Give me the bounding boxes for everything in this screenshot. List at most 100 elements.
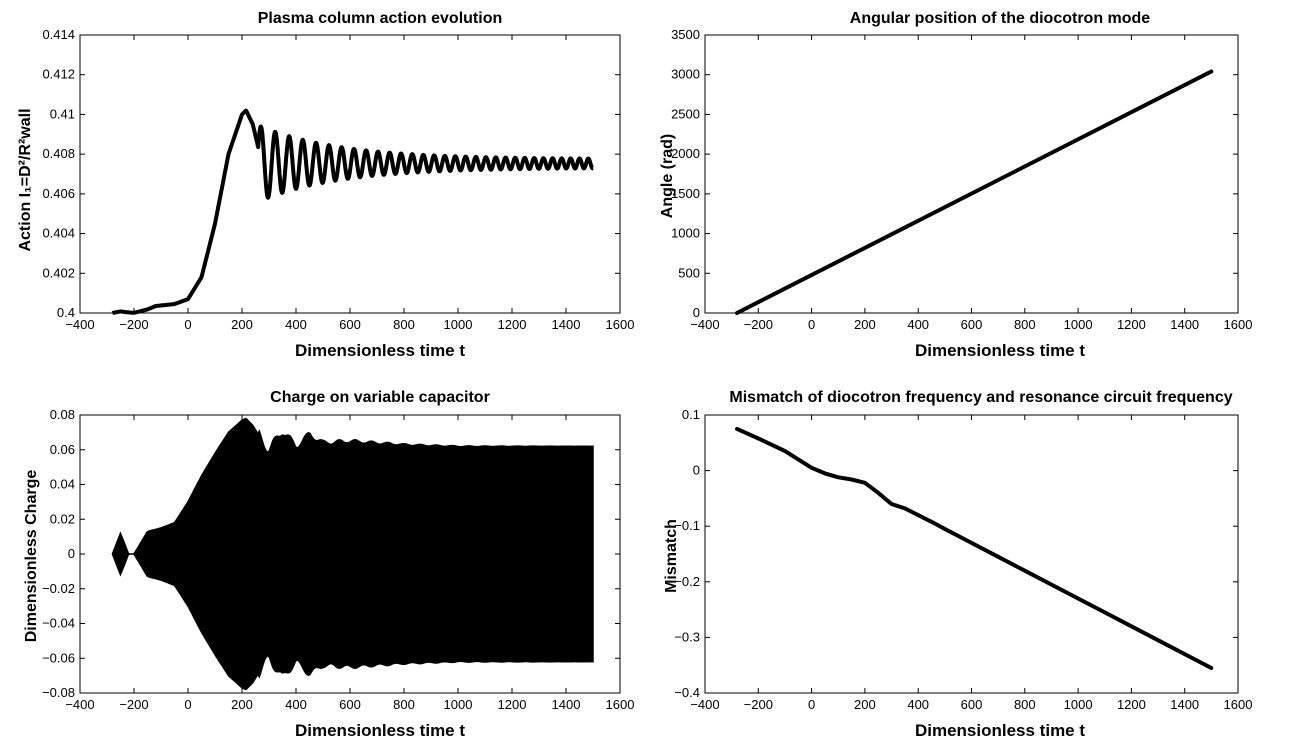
x-tick-label: 600	[339, 697, 361, 712]
x-tick-label: 1400	[552, 317, 581, 332]
panel-action: Plasma column action evolution Dimension…	[17, 10, 634, 360]
x-tick-label: −200	[119, 317, 148, 332]
y-tick-label: 0.41	[50, 106, 75, 121]
x-tick-label: 1600	[1224, 317, 1253, 332]
series-line	[110, 108, 595, 315]
y-tick-label: 0	[693, 463, 700, 478]
x-tick-label: 800	[1014, 697, 1036, 712]
y-tick-label: 0.4	[57, 305, 75, 320]
x-tick-label: 200	[231, 317, 253, 332]
x-tick-label: 400	[907, 317, 929, 332]
y-tick-label: 0.08	[50, 407, 75, 422]
x-tick-label: 0	[184, 697, 191, 712]
x-tick-label: 1200	[1117, 317, 1146, 332]
x-tick-label: 200	[231, 697, 253, 712]
chart-title: Charge on variable capacitor	[270, 389, 490, 406]
x-tick-label: 200	[854, 317, 876, 332]
plot-frame	[704, 414, 1239, 694]
x-tick-label: 1000	[444, 317, 473, 332]
y-axis-label: Mismatch	[663, 519, 680, 593]
y-tick-label: −0.1	[674, 518, 700, 533]
x-tick-label: 1600	[606, 317, 635, 332]
x-tick-label: 1000	[1064, 317, 1093, 332]
x-tick-label: 1200	[498, 697, 527, 712]
y-tick-label: 500	[678, 265, 700, 280]
x-tick-label: 200	[854, 697, 876, 712]
x-tick-label: −400	[690, 697, 719, 712]
y-axis-label: Angle (rad)	[659, 134, 676, 218]
x-axis-label: Dimensionless time t	[915, 341, 1085, 360]
y-tick-label: 0.02	[50, 511, 75, 526]
y-tick-label: −0.4	[674, 685, 700, 700]
y-axis-label: Action I₁=D²/R²wall	[17, 108, 34, 251]
data-marks	[111, 417, 594, 691]
y-tick-label: −0.02	[42, 581, 75, 596]
y-tick-label: 3500	[671, 27, 700, 42]
x-tick-label: 1400	[1170, 697, 1199, 712]
x-tick-label: −200	[744, 317, 773, 332]
y-tick-label: 0.402	[42, 265, 75, 280]
panel-mismatch: Mismatch of diocotron frequency and reso…	[663, 389, 1252, 740]
y-tick-label: 0	[68, 546, 75, 561]
ticks: −400 −200 0 200 400 600 800 1000 1200 1400 1600 0 50…	[671, 27, 1252, 332]
charge-envelope	[111, 417, 594, 691]
y-tick-label: 0.1	[682, 407, 700, 422]
x-tick-label: −200	[119, 697, 148, 712]
x-axis-label: Dimensionless time t	[915, 721, 1085, 740]
data-marks	[110, 108, 595, 315]
x-tick-label: 1400	[552, 697, 581, 712]
chart-title: Angular position of the diocotron mode	[850, 10, 1151, 27]
x-tick-label: 1200	[1117, 697, 1146, 712]
y-tick-label: 0.404	[42, 226, 75, 241]
y-tick-label: 2500	[671, 106, 700, 121]
chart-title: Plasma column action evolution	[258, 10, 503, 27]
x-tick-label: 1400	[1170, 317, 1199, 332]
y-tick-label: −0.3	[674, 629, 700, 644]
ticks: −400 −200 0 200 400 600 800 1000 1200 1400 1600 −0.…	[42, 407, 634, 712]
y-tick-label: 0.04	[50, 477, 75, 492]
y-tick-label: −0.2	[674, 574, 700, 589]
ticks: −400 −200 0 200 400 600 800 1000 1200 1400 1600 0.4…	[42, 27, 634, 332]
x-tick-label: 800	[393, 317, 415, 332]
y-tick-label: −0.08	[42, 685, 75, 700]
y-tick-label: 0.406	[42, 186, 75, 201]
series-line	[735, 69, 1214, 315]
x-tick-label: −200	[744, 697, 773, 712]
data-marks	[735, 69, 1214, 315]
x-axis-label: Dimensionless time t	[295, 721, 465, 740]
y-tick-label: −0.06	[42, 650, 75, 665]
x-tick-label: 600	[961, 697, 983, 712]
x-tick-label: 400	[907, 697, 929, 712]
x-tick-label: 600	[339, 317, 361, 332]
x-tick-label: 0	[808, 317, 815, 332]
ticks: −400 −200 0 200 400 600 800 1000 1200 1400 1600 −0.…	[674, 407, 1252, 712]
x-tick-label: 0	[184, 317, 191, 332]
x-tick-label: 800	[1014, 317, 1036, 332]
x-tick-label: 1600	[606, 697, 635, 712]
x-tick-label: 600	[961, 317, 983, 332]
chart-title: Mismatch of diocotron frequency and reso…	[729, 389, 1232, 406]
x-tick-label: 400	[285, 697, 307, 712]
y-tick-label: −0.04	[42, 616, 75, 631]
plot-frame	[79, 414, 621, 694]
y-tick-label: 0.408	[42, 146, 75, 161]
x-tick-label: 0	[808, 697, 815, 712]
plot-frame	[704, 34, 1239, 314]
x-tick-label: 1200	[498, 317, 527, 332]
x-tick-label: 1600	[1224, 697, 1253, 712]
x-tick-label: 1000	[444, 697, 473, 712]
x-tick-label: −400	[65, 697, 94, 712]
plot-frame	[79, 34, 621, 314]
panel-angle: Angular position of the diocotron mode D…	[659, 10, 1252, 360]
y-tick-label: 2000	[671, 146, 700, 161]
x-tick-label: 1000	[1064, 697, 1093, 712]
x-tick-label: −400	[65, 317, 94, 332]
y-tick-label: 0	[693, 305, 700, 320]
data-marks	[735, 426, 1214, 670]
y-axis-label: Dimensionless Charge	[23, 470, 40, 643]
y-tick-label: 0.06	[50, 442, 75, 457]
y-tick-label: 0.412	[42, 67, 75, 82]
x-tick-label: 400	[285, 317, 307, 332]
y-tick-label: 3000	[671, 67, 700, 82]
